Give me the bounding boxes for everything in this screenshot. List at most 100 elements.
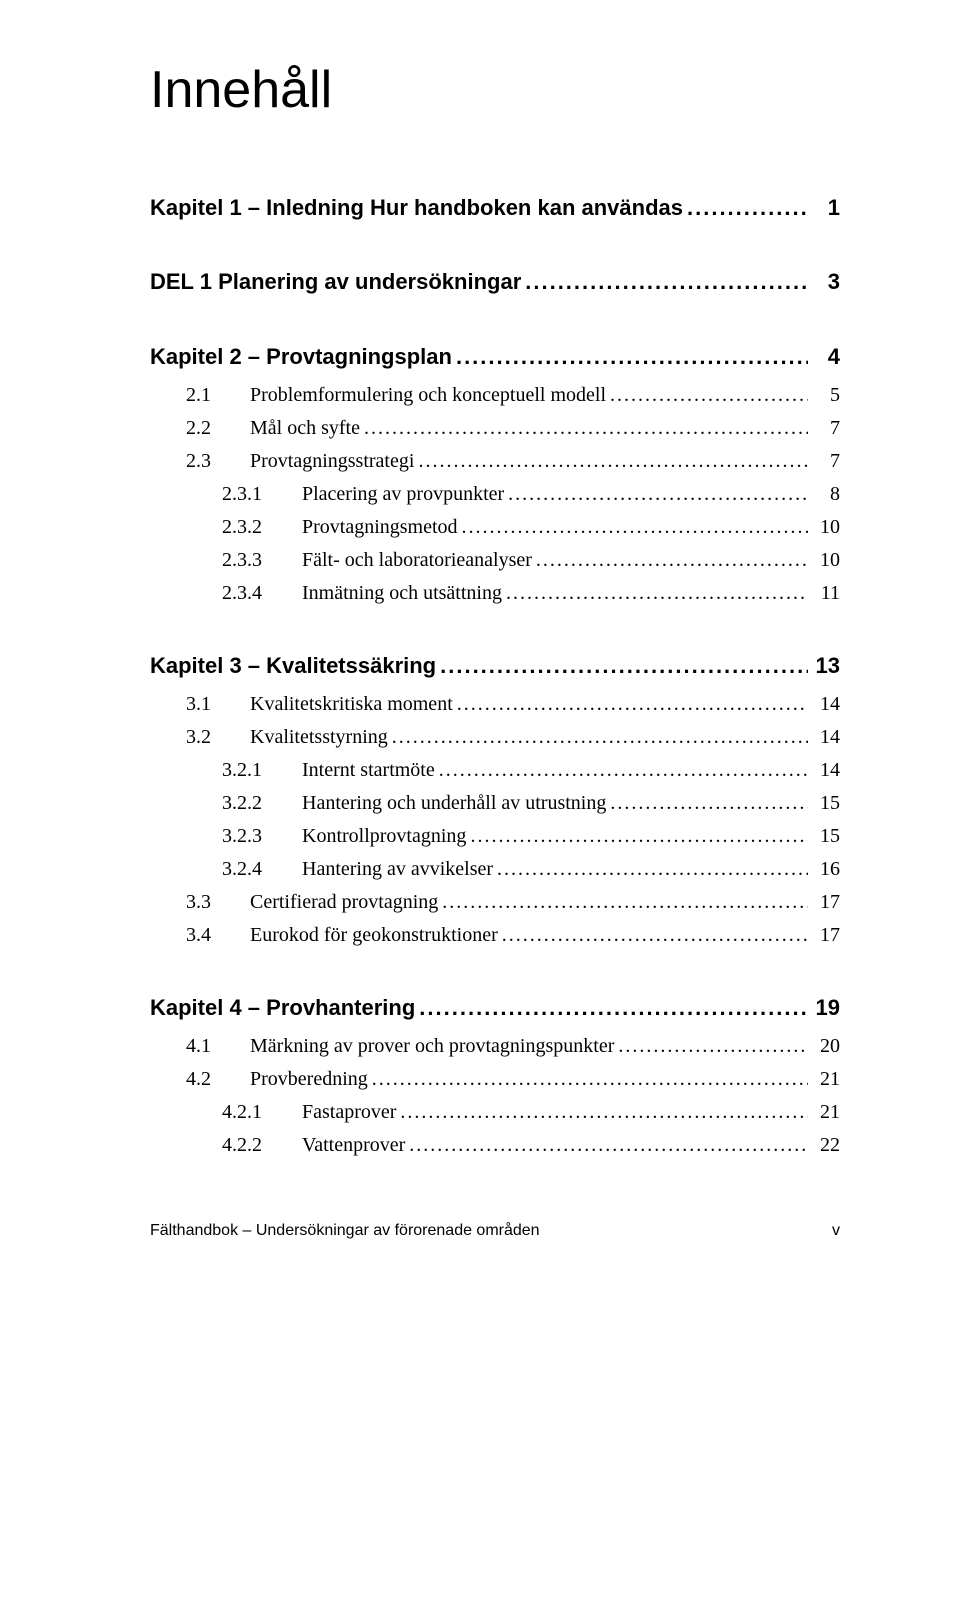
toc-leader xyxy=(687,190,808,226)
toc-line: Kapitel 1 – Inledning Hur handboken kan … xyxy=(150,190,840,226)
toc-label: Provtagningsmetod xyxy=(302,511,458,544)
toc-label: Hantering och underhåll av utrustning xyxy=(302,787,606,820)
toc-leader xyxy=(372,1063,808,1096)
toc-number: 3.2.2 xyxy=(222,787,302,820)
toc-line: Kapitel 3 – Kvalitetssäkring 13 xyxy=(150,648,840,684)
toc-number: 2.3 xyxy=(186,445,250,478)
toc-heading: Kapitel 1 – Inledning Hur handboken kan … xyxy=(150,190,840,226)
toc-line: 2.3.3Fält- och laboratorieanalyser10 xyxy=(150,544,840,577)
toc-label: Märkning av prover och provtagningspunkt… xyxy=(250,1030,614,1063)
toc-page: 19 xyxy=(812,990,840,1026)
toc-page: 16 xyxy=(812,853,840,886)
toc-page: 21 xyxy=(812,1096,840,1129)
toc-line: 4.2.2Vattenprover 22 xyxy=(150,1129,840,1162)
toc-page: 10 xyxy=(812,511,840,544)
toc-number: 2.3.1 xyxy=(222,478,302,511)
toc-label: Internt startmöte xyxy=(302,754,435,787)
page-title: Innehåll xyxy=(150,60,840,120)
table-of-contents: Kapitel 1 – Inledning Hur handboken kan … xyxy=(150,190,840,1162)
toc-label: Mål och syfte xyxy=(250,412,360,445)
toc-line: DEL 1 Planering av undersökningar3 xyxy=(150,264,840,300)
toc-label: Eurokod för geokonstruktioner xyxy=(250,919,498,952)
footer-left: Fälthandbok – Undersökningar av förorena… xyxy=(150,1222,540,1240)
toc-leader xyxy=(610,379,808,412)
toc-leader xyxy=(392,721,808,754)
toc-line: 2.3Provtagningsstrategi7 xyxy=(150,445,840,478)
toc-page: 7 xyxy=(812,412,840,445)
toc-label: Inmätning och utsättning xyxy=(302,577,502,610)
toc-label: Certifierad provtagning xyxy=(250,886,438,919)
toc-line: 3.2.4Hantering av avvikelser 16 xyxy=(150,853,840,886)
toc-line: 2.3.1Placering av provpunkter8 xyxy=(150,478,840,511)
toc-label: Kvalitetsstyrning xyxy=(250,721,388,754)
toc-page: 14 xyxy=(812,688,840,721)
toc-heading: Kapitel 3 – Kvalitetssäkring 13 xyxy=(150,648,840,684)
toc-leader xyxy=(618,1030,808,1063)
toc-leader xyxy=(508,478,808,511)
toc-page: 4 xyxy=(812,339,840,375)
toc-number: 2.2 xyxy=(186,412,250,445)
toc-number: 4.1 xyxy=(186,1030,250,1063)
toc-page: 22 xyxy=(812,1129,840,1162)
toc-number: 4.2.2 xyxy=(222,1129,302,1162)
toc-leader xyxy=(400,1096,808,1129)
toc-page: 17 xyxy=(812,919,840,952)
toc-page: 20 xyxy=(812,1030,840,1063)
toc-line: 4.2Provberedning 21 xyxy=(150,1063,840,1096)
toc-label: Kapitel 1 – Inledning Hur handboken kan … xyxy=(150,190,683,226)
toc-number: 3.2.4 xyxy=(222,853,302,886)
toc-leader xyxy=(525,264,808,300)
toc-page: 14 xyxy=(812,721,840,754)
toc-line: 3.3Certifierad provtagning17 xyxy=(150,886,840,919)
toc-leader xyxy=(610,787,808,820)
toc-label: Provberedning xyxy=(250,1063,368,1096)
toc-page: 13 xyxy=(812,648,840,684)
toc-label: Hantering av avvikelser xyxy=(302,853,493,886)
toc-heading: Kapitel 4 – Provhantering 19 xyxy=(150,990,840,1026)
toc-number: 2.1 xyxy=(186,379,250,412)
toc-number: 3.2.1 xyxy=(222,754,302,787)
toc-line: 3.2.3Kontrollprovtagning15 xyxy=(150,820,840,853)
toc-number: 4.2.1 xyxy=(222,1096,302,1129)
toc-line: 2.2Mål och syfte 7 xyxy=(150,412,840,445)
toc-line: 3.2.2Hantering och underhåll av utrustni… xyxy=(150,787,840,820)
toc-number: 3.2 xyxy=(186,721,250,754)
toc-line: 2.3.2Provtagningsmetod10 xyxy=(150,511,840,544)
toc-leader xyxy=(442,886,808,919)
toc-number: 3.1 xyxy=(186,688,250,721)
toc-number: 4.2 xyxy=(186,1063,250,1096)
toc-leader xyxy=(418,445,808,478)
toc-leader xyxy=(456,339,808,375)
toc-label: Fält- och laboratorieanalyser xyxy=(302,544,532,577)
toc-leader xyxy=(462,511,808,544)
toc-label: Kapitel 4 – Provhantering xyxy=(150,990,415,1026)
toc-leader xyxy=(536,544,808,577)
toc-line: Kapitel 2 – Provtagningsplan 4 xyxy=(150,339,840,375)
toc-leader xyxy=(470,820,808,853)
toc-page: 21 xyxy=(812,1063,840,1096)
toc-page: 14 xyxy=(812,754,840,787)
toc-leader xyxy=(440,648,808,684)
toc-page: 1 xyxy=(812,190,840,226)
footer-right: v xyxy=(832,1222,840,1240)
toc-label: Provtagningsstrategi xyxy=(250,445,414,478)
toc-leader xyxy=(497,853,808,886)
toc-page: 3 xyxy=(812,264,840,300)
toc-label: Vattenprover xyxy=(302,1129,405,1162)
toc-number: 2.3.3 xyxy=(222,544,302,577)
toc-number: 2.3.4 xyxy=(222,577,302,610)
toc-page: 8 xyxy=(812,478,840,511)
toc-number: 3.2.3 xyxy=(222,820,302,853)
toc-line: 2.3.4Inmätning och utsättning11 xyxy=(150,577,840,610)
toc-label: Fastaprover xyxy=(302,1096,396,1129)
toc-page: 17 xyxy=(812,886,840,919)
toc-label: Kapitel 3 – Kvalitetssäkring xyxy=(150,648,436,684)
toc-leader xyxy=(409,1129,808,1162)
toc-page: 5 xyxy=(812,379,840,412)
toc-line: 3.1Kvalitetskritiska moment14 xyxy=(150,688,840,721)
toc-leader xyxy=(506,577,808,610)
toc-line: 3.2.1Internt startmöte 14 xyxy=(150,754,840,787)
toc-label: Kapitel 2 – Provtagningsplan xyxy=(150,339,452,375)
toc-leader xyxy=(419,990,808,1026)
toc-line: 3.2Kvalitetsstyrning 14 xyxy=(150,721,840,754)
